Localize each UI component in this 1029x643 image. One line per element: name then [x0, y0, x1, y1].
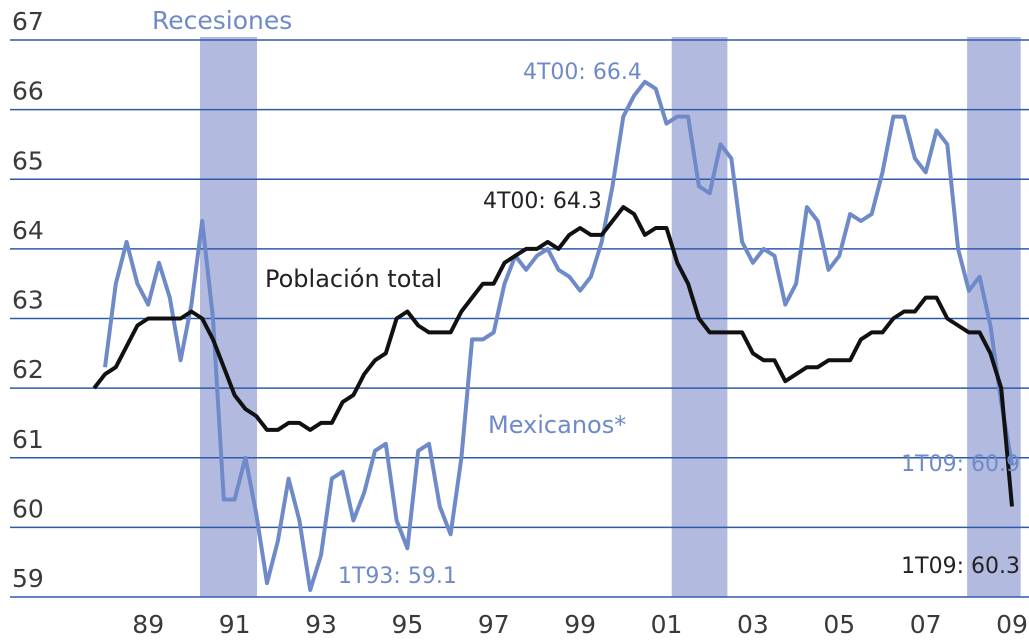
x-tick-label: 89 [132, 610, 164, 639]
y-tick-label: 64 [12, 216, 44, 245]
x-tick-label: 95 [391, 610, 423, 639]
x-tick-label: 93 [305, 610, 337, 639]
annotation: 1T93: 59.1 [338, 564, 457, 589]
x-tick-label: 05 [823, 610, 855, 639]
annotation: 1T09: 60.9 [901, 452, 1020, 477]
annotation: 4T00: 66.4 [523, 60, 642, 85]
y-tick-label: 63 [12, 286, 44, 315]
x-tick-label: 07 [910, 610, 942, 639]
annotation: 4T00: 64.3 [483, 189, 602, 214]
x-tick-label: 09 [996, 610, 1028, 639]
y-tick-label: 61 [12, 425, 44, 454]
y-tick-label: 66 [12, 77, 44, 106]
x-tick-label: 03 [737, 610, 769, 639]
x-tick-label: 01 [651, 610, 683, 639]
y-tick-label: 67 [12, 7, 44, 36]
x-tick-label: 91 [219, 610, 251, 639]
y-tick-label: 62 [12, 355, 44, 384]
recession-band [967, 37, 1021, 597]
series-line [92, 205, 1014, 507]
x-tick-label: 97 [478, 610, 510, 639]
y-tick-label: 60 [12, 494, 44, 523]
y-tick-label: 65 [12, 146, 44, 175]
x-tick-label: 99 [564, 610, 596, 639]
recession-band [200, 37, 258, 597]
recession-label: Recesiones [152, 6, 292, 35]
annotation: 1T09: 60.3 [901, 554, 1020, 579]
series-label: Población total [265, 265, 442, 293]
y-tick-label: 59 [12, 564, 44, 593]
series-label: Mexicanos* [488, 411, 626, 439]
series-line [103, 79, 1014, 592]
